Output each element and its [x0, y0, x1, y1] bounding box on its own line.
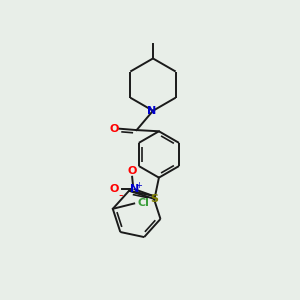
- Text: O: O: [128, 166, 137, 176]
- Text: -: -: [118, 189, 123, 202]
- Text: Cl: Cl: [138, 199, 150, 208]
- Text: O: O: [110, 184, 119, 194]
- Text: O: O: [109, 124, 119, 134]
- Text: N: N: [130, 184, 139, 194]
- Text: S: S: [151, 194, 158, 204]
- Text: N: N: [147, 106, 156, 116]
- Text: +: +: [135, 181, 142, 190]
